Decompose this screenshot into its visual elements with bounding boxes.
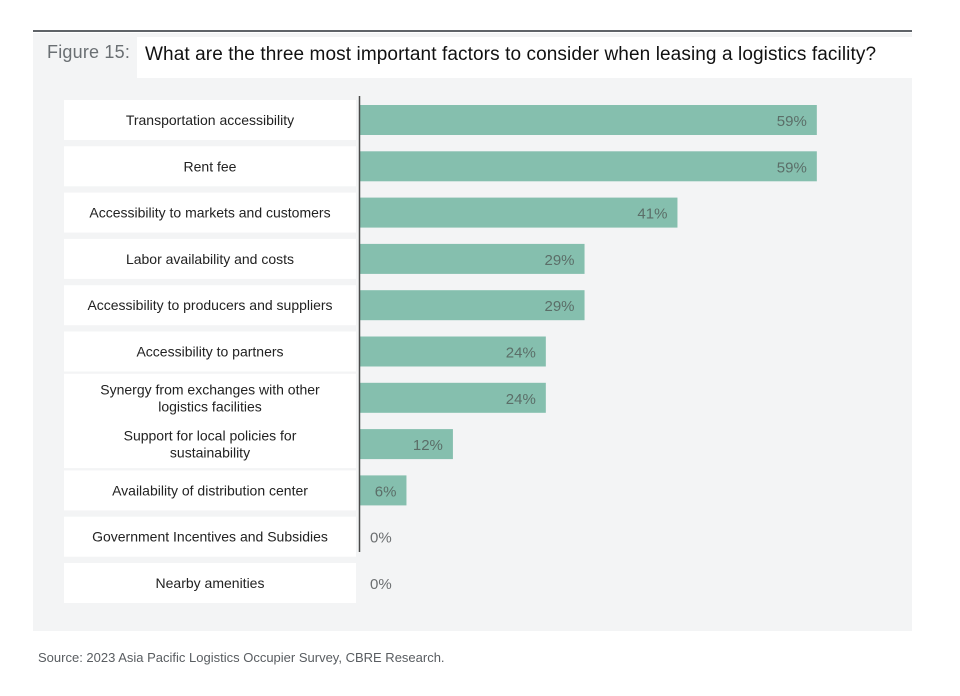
value-labels: 59% 59% 41% 29% 29% 24% 24% 12% 6% 0% 0% (370, 113, 807, 593)
bar (360, 151, 817, 182)
category-label-box (64, 470, 356, 511)
category-label: Transportation accessibility (126, 112, 294, 128)
bars (360, 105, 817, 506)
category-label-box (64, 238, 356, 279)
value-label: 0% (370, 530, 392, 547)
category-label-boxes (64, 100, 356, 603)
category-label-box (64, 146, 356, 187)
value-label: 59% (777, 113, 807, 130)
category-label-box (64, 373, 356, 422)
category-label-box (64, 192, 356, 233)
chart-title: What are the three most important factor… (145, 44, 877, 65)
bar (360, 197, 678, 228)
category-labels: Transportation accessibility Rent fee Acce… (87, 112, 332, 591)
value-label: 24% (506, 345, 536, 362)
value-label: 29% (545, 252, 575, 269)
category-label: Support for local policies for sustainabi… (124, 428, 297, 461)
category-label: Labor availability and costs (126, 251, 294, 267)
category-label-line: sustainability (170, 445, 250, 461)
value-label: 12% (413, 437, 443, 454)
figure-label: Figure 15: (47, 42, 131, 62)
value-label: 24% (506, 391, 536, 408)
category-label-box (64, 100, 356, 140)
category-label: Accessibility to markets and customers (89, 205, 330, 221)
category-label-box (64, 563, 356, 603)
category-label-line: Synergy from exchanges with other (100, 381, 320, 397)
value-label: 59% (777, 159, 807, 176)
bar (360, 243, 585, 274)
category-label: Nearby amenities (156, 575, 265, 591)
title-background (137, 37, 932, 78)
bar (360, 290, 585, 321)
category-label-box (64, 285, 356, 326)
category-label: Accessibility to producers and suppliers (87, 297, 332, 313)
category-label-box (64, 516, 356, 557)
value-label: 29% (545, 298, 575, 315)
category-label-line: Support for local policies for (124, 428, 297, 444)
bar (360, 429, 453, 460)
category-label: Government Incentives and Subsidies (92, 529, 328, 545)
category-label-line: logistics facilities (158, 398, 261, 414)
source-note: Source: 2023 Asia Pacific Logistics Occu… (38, 650, 445, 665)
top-rule (33, 30, 912, 32)
value-label: 41% (637, 206, 667, 223)
category-label: Synergy from exchanges with other logisti… (100, 381, 320, 414)
category-label-box (64, 420, 356, 469)
value-label: 0% (370, 576, 392, 593)
bar (360, 336, 546, 367)
category-label: Rent fee (184, 158, 237, 174)
bar (360, 105, 817, 135)
bar (360, 475, 407, 506)
value-label: 6% (375, 483, 397, 500)
category-label: Availability of distribution center (112, 482, 308, 498)
category-label: Accessibility to partners (136, 344, 283, 360)
bar (360, 382, 546, 413)
category-label-box (64, 331, 356, 372)
